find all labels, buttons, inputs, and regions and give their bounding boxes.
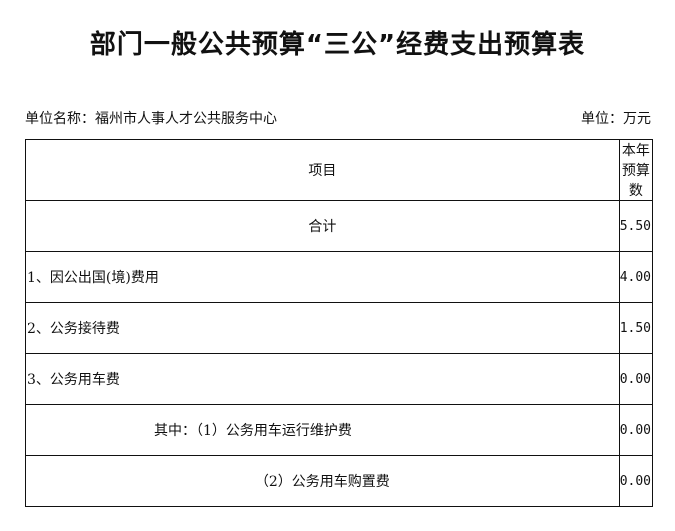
table-row: （2）公务用车购置费 0.00 [25,455,654,507]
row-value: 1.50 [618,302,654,354]
header-item: 项目 [25,139,620,201]
row-value: 0.00 [618,455,654,507]
row-item: （2）公务用车购置费 [25,455,620,507]
header-budget: 本年预算数 [618,139,654,201]
currency-unit: 单位：万元 [581,111,651,127]
table-header-row: 项目 本年预算数 [25,139,654,201]
table-row: 3、公务用车费 0.00 [25,353,654,405]
page-title: 部门一般公共预算“三公”经费支出预算表 [89,30,586,60]
row-item: 3、公务用车费 [25,353,620,405]
row-value: 0.00 [618,353,654,405]
row-item: 其中：（1）公务用车运行维护费 [25,404,620,456]
table-row: 1、因公出国(境)费用 4.00 [25,251,654,303]
row-item: 2、公务接待费 [25,302,620,354]
row-item: 合计 [25,200,620,252]
row-value: 5.50 [618,200,654,252]
table-row: 合计 5.50 [25,200,654,252]
row-value: 0.00 [618,404,654,456]
table-row: 2、公务接待费 1.50 [25,302,654,354]
table-row: 其中：（1）公务用车运行维护费 0.00 [25,404,654,456]
row-value: 4.00 [618,251,654,303]
row-item: 1、因公出国(境)费用 [25,251,620,303]
unit-name: 单位名称：福州市人事人才公共服务中心 [25,111,277,127]
budget-table: 项目 本年预算数 合计 5.50 1、因公出国(境)费用 4.00 2、公务接待… [25,139,654,507]
